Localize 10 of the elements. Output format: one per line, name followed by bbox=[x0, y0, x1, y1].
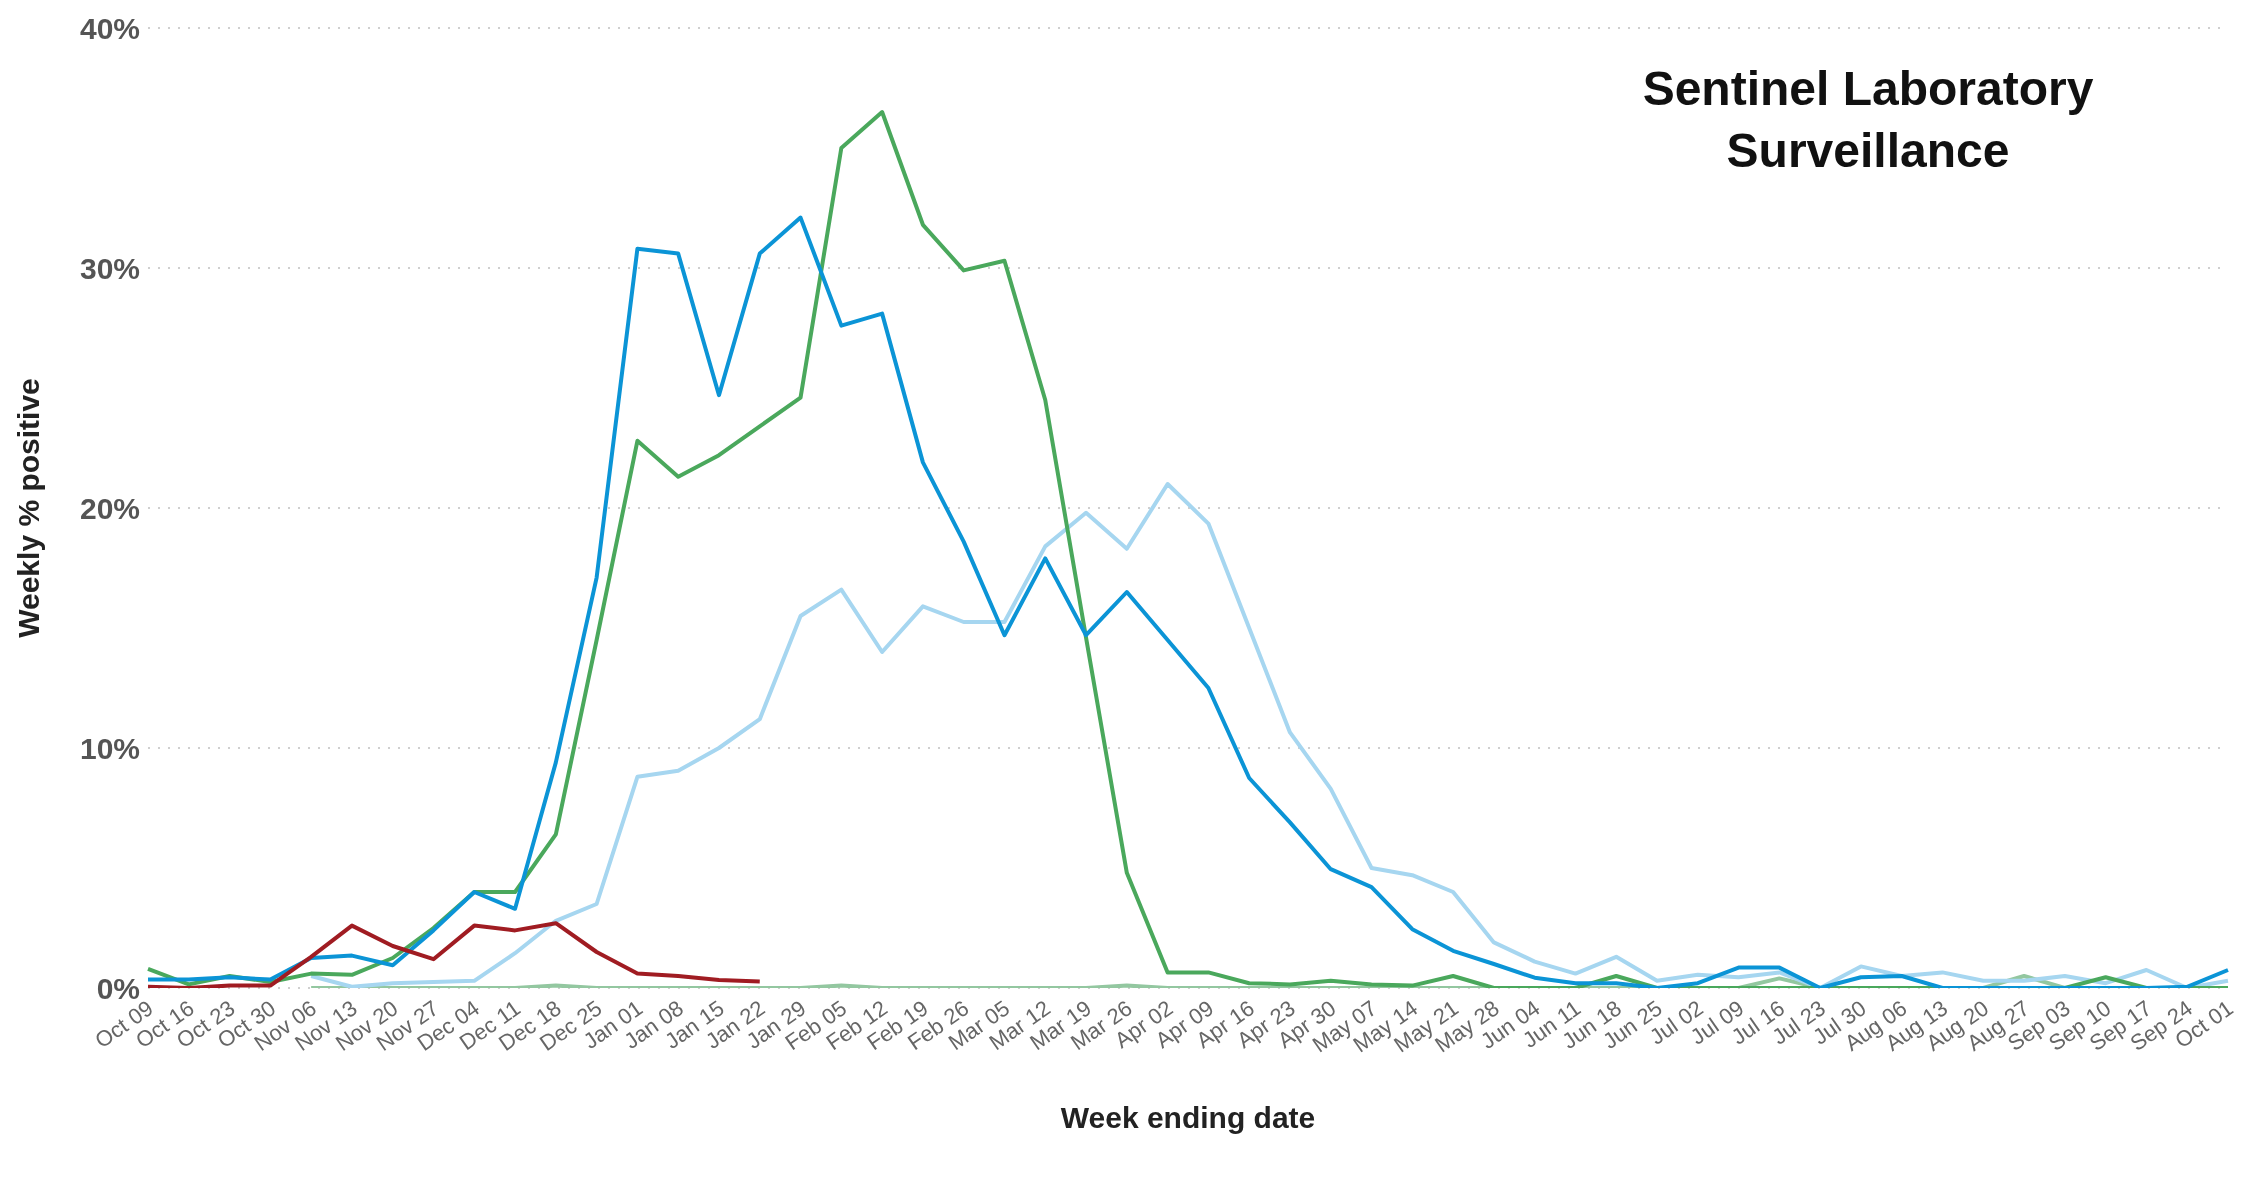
line-series bbox=[146, 921, 762, 988]
text: Sentinel Laboratory Surveillance bbox=[1641, 61, 2095, 179]
y-tick-label: 40% bbox=[79, 11, 140, 45]
y-tick-label: 0% bbox=[96, 971, 140, 1005]
y-tick-label: 10% bbox=[79, 731, 140, 765]
x-axis-title: Week ending date bbox=[1060, 1101, 1316, 1134]
line-series bbox=[309, 482, 2230, 988]
y-tick-label: 30% bbox=[79, 251, 140, 285]
y-axis-title: Weekly % positive bbox=[11, 378, 45, 638]
y-tick-label: 20% bbox=[79, 491, 140, 525]
